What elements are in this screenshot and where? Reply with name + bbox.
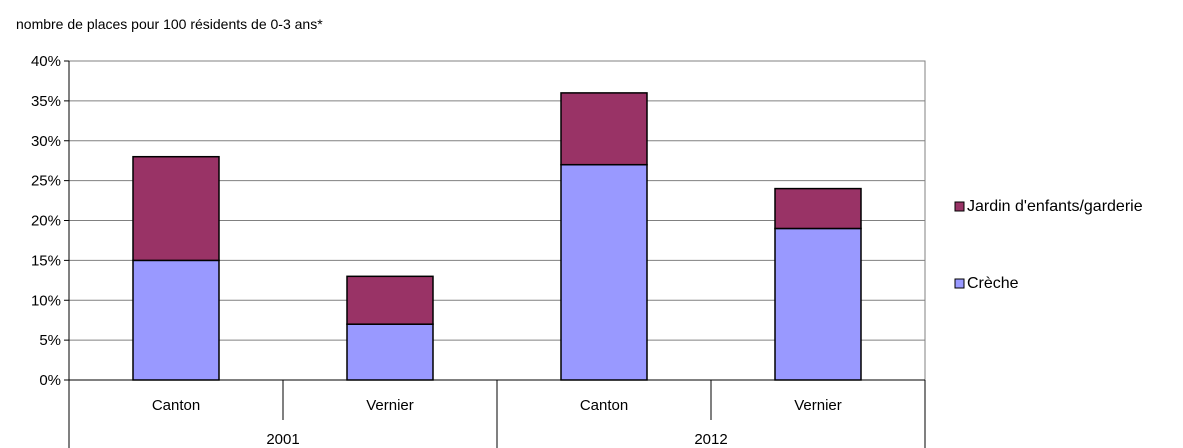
chart-title: nombre de places pour 100 résidents de 0… bbox=[16, 16, 323, 32]
bar-jardin bbox=[132, 155, 220, 262]
y-tick-label: 5% bbox=[39, 332, 61, 349]
bar-creche bbox=[132, 259, 220, 381]
y-tick-label: 15% bbox=[31, 252, 61, 269]
y-tick-label: 35% bbox=[31, 93, 61, 110]
axes: 0% 5% 10% 15% 20% 25% 30% 35% 40% Canton Vernier Ca… bbox=[31, 53, 926, 448]
legend: Jardin d'enfants/garderie Crèche bbox=[954, 198, 1143, 292]
x-category-label: Canton bbox=[152, 397, 200, 414]
x-group-label: 2001 bbox=[266, 431, 299, 448]
x-category-label: Vernier bbox=[794, 397, 842, 414]
bar-jardin bbox=[346, 275, 434, 325]
legend-label: Jardin d'enfants/garderie bbox=[967, 198, 1143, 215]
x-category-label: Canton bbox=[580, 397, 628, 414]
bar-creche bbox=[346, 323, 434, 381]
bar-jardin bbox=[560, 92, 648, 166]
x-group-label: 2012 bbox=[694, 431, 727, 448]
y-tick-label: 30% bbox=[31, 133, 61, 150]
bar-jardin bbox=[774, 187, 862, 230]
y-tick-label: 40% bbox=[31, 53, 61, 70]
bar-creche bbox=[560, 163, 648, 381]
y-tick-label: 25% bbox=[31, 173, 61, 190]
legend-swatch bbox=[954, 201, 965, 212]
legend-label: Crèche bbox=[967, 275, 1019, 292]
bar-creche bbox=[774, 227, 862, 381]
x-category-label: Vernier bbox=[366, 397, 414, 414]
legend-swatch bbox=[954, 278, 965, 289]
bars bbox=[132, 92, 862, 381]
y-tick-label: 20% bbox=[31, 213, 61, 230]
y-tick-label: 10% bbox=[31, 292, 61, 309]
y-tick-label: 0% bbox=[39, 372, 61, 389]
